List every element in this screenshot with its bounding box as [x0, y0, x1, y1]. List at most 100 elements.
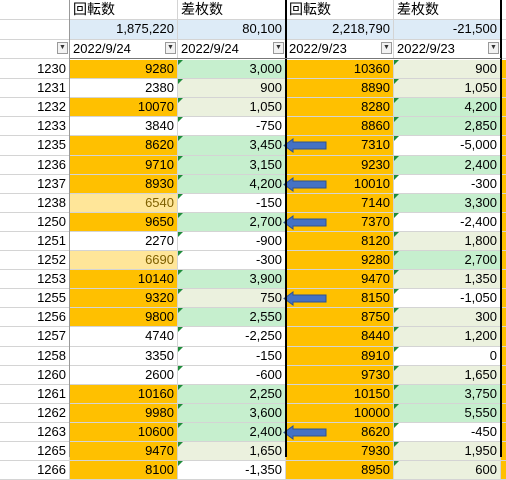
edge-column-cell[interactable]: [501, 232, 506, 251]
edge-column-cell[interactable]: [501, 423, 506, 442]
edge-column-cell[interactable]: [501, 117, 506, 136]
cell-diff-0923[interactable]: 2,700: [394, 251, 501, 270]
cell-rotations-0924[interactable]: 8100: [70, 461, 178, 480]
cell-diff-0924[interactable]: 2,700: [178, 213, 286, 232]
cell-diff-0923[interactable]: 3,750: [394, 385, 501, 404]
filter-sort-icon[interactable]: ▼: [57, 42, 68, 54]
cell-diff-0924[interactable]: -150: [178, 194, 286, 213]
cell-diff-0923[interactable]: 1,650: [394, 366, 501, 385]
filter-date-col4[interactable]: 2022/9/23 ▼: [394, 40, 501, 59]
row-id-cell[interactable]: 1258: [0, 347, 70, 366]
row-id-cell[interactable]: 1236: [0, 156, 70, 175]
cell-rotations-0923[interactable]: 7140: [286, 194, 394, 213]
cell-diff-0924[interactable]: -600: [178, 366, 286, 385]
edge-column-cell[interactable]: [501, 308, 506, 327]
cell-rotations-0924[interactable]: 9980: [70, 404, 178, 423]
cell-diff-0923[interactable]: 3,300: [394, 194, 501, 213]
cell-rotations-0923[interactable]: 8620: [286, 423, 394, 442]
edge-column-cell[interactable]: [501, 251, 506, 270]
cell-diff-0923[interactable]: -1,050: [394, 289, 501, 308]
cell-rotations-0924[interactable]: 8930: [70, 175, 178, 194]
cell-rotations-0924[interactable]: 2270: [70, 232, 178, 251]
cell-diff-0923[interactable]: 1,200: [394, 327, 501, 347]
cell-diff-0924[interactable]: 3,000: [178, 60, 286, 79]
cell-rotations-0924[interactable]: 8620: [70, 136, 178, 156]
cell-diff-0923[interactable]: 900: [394, 60, 501, 79]
edge-column[interactable]: [501, 0, 506, 20]
edge-column-cell[interactable]: [501, 461, 506, 480]
row-id-cell[interactable]: 1262: [0, 404, 70, 423]
cell-rotations-0923[interactable]: 10000: [286, 404, 394, 423]
cell-diff-0923[interactable]: -2,400: [394, 213, 501, 232]
row-id-cell[interactable]: 1252: [0, 251, 70, 270]
total-rotations-0923[interactable]: 2,218,790: [286, 20, 394, 40]
cell-diff-0923[interactable]: 600: [394, 461, 501, 480]
row-id-cell[interactable]: 1237: [0, 175, 70, 194]
dropdown-arrow-icon[interactable]: ▼: [381, 42, 392, 54]
cell-rotations-0924[interactable]: 4740: [70, 327, 178, 347]
row-id-cell[interactable]: 1231: [0, 79, 70, 98]
header-diff-0924[interactable]: 差枚数: [178, 0, 286, 20]
cell-rotations-0923[interactable]: 9470: [286, 270, 394, 289]
cell-rotations-0923[interactable]: 8120: [286, 232, 394, 251]
header-diff-0923[interactable]: 差枚数: [394, 0, 501, 20]
filter-date-col1[interactable]: 2022/9/24 ▼: [70, 40, 178, 59]
cell-diff-0924[interactable]: -2,250: [178, 327, 286, 347]
cell-diff-0924[interactable]: -750: [178, 117, 286, 136]
edge-column-cell[interactable]: [501, 98, 506, 117]
cell-diff-0924[interactable]: -1,350: [178, 461, 286, 480]
cell-rotations-0923[interactable]: 7930: [286, 442, 394, 461]
cell-diff-0923[interactable]: 2,850: [394, 117, 501, 136]
cell-rotations-0923[interactable]: 7370: [286, 213, 394, 232]
row-id-cell[interactable]: 1233: [0, 117, 70, 136]
filter-date-col3[interactable]: 2022/9/23 ▼: [286, 40, 394, 59]
cell-rotations-0924[interactable]: 3350: [70, 347, 178, 366]
cell-rotations-0923[interactable]: 10150: [286, 385, 394, 404]
cell-rotations-0923[interactable]: 8910: [286, 347, 394, 366]
cell-diff-0924[interactable]: 3,150: [178, 156, 286, 175]
cell-diff-0924[interactable]: -900: [178, 232, 286, 251]
row-id-cell[interactable]: 1260: [0, 366, 70, 385]
row-id-cell[interactable]: 1257: [0, 327, 70, 347]
row-id-cell[interactable]: 1263: [0, 423, 70, 442]
cell-diff-0924[interactable]: -300: [178, 251, 286, 270]
cell-rotations-0923[interactable]: 7310: [286, 136, 394, 156]
row-id-cell[interactable]: 1251: [0, 232, 70, 251]
filter-date-col2[interactable]: 2022/9/24 ▼: [178, 40, 286, 59]
cell-rotations-0924[interactable]: 9280: [70, 60, 178, 79]
row-id-cell[interactable]: 1261: [0, 385, 70, 404]
row-id-cell[interactable]: 1266: [0, 461, 70, 480]
cell-diff-0924[interactable]: 2,400: [178, 423, 286, 442]
cell-rotations-0924[interactable]: 9800: [70, 308, 178, 327]
edge-column-cell[interactable]: [501, 175, 506, 194]
cell-rotations-0923[interactable]: 8280: [286, 98, 394, 117]
edge-column-cell[interactable]: [501, 385, 506, 404]
row-id-cell[interactable]: 1232: [0, 98, 70, 117]
cell-diff-0923[interactable]: 4,200: [394, 98, 501, 117]
cell-diff-0924[interactable]: -150: [178, 347, 286, 366]
row-id-cell[interactable]: 1256: [0, 308, 70, 327]
cell-rotations-0923[interactable]: 8750: [286, 308, 394, 327]
cell-diff-0924[interactable]: 3,450: [178, 136, 286, 156]
row-id-cell[interactable]: 1253: [0, 270, 70, 289]
dropdown-arrow-icon[interactable]: ▼: [488, 42, 499, 54]
cell-rotations-0923[interactable]: 8150: [286, 289, 394, 308]
cell-diff-0923[interactable]: 300: [394, 308, 501, 327]
cell-rotations-0923[interactable]: 8440: [286, 327, 394, 347]
edge-column-cell[interactable]: [501, 366, 506, 385]
cell-diff-0923[interactable]: 0: [394, 347, 501, 366]
cell-rotations-0924[interactable]: 9320: [70, 289, 178, 308]
cell-diff-0923[interactable]: -5,000: [394, 136, 501, 156]
total-rotations-0924[interactable]: 1,875,220: [70, 20, 178, 40]
cell-rotations-0924[interactable]: 9470: [70, 442, 178, 461]
cell-rotations-0924[interactable]: 9710: [70, 156, 178, 175]
edge-column-cell[interactable]: [501, 194, 506, 213]
total-diff-0924[interactable]: 80,100: [178, 20, 286, 40]
edge-column-filter[interactable]: [501, 40, 506, 59]
cell-rotations-0923[interactable]: 9730: [286, 366, 394, 385]
row-id-cell[interactable]: 1250: [0, 213, 70, 232]
edge-column-cell[interactable]: [501, 270, 506, 289]
cell-diff-0923[interactable]: -450: [394, 423, 501, 442]
row-id-cell[interactable]: 1235: [0, 136, 70, 156]
edge-column-cell[interactable]: [501, 136, 506, 156]
